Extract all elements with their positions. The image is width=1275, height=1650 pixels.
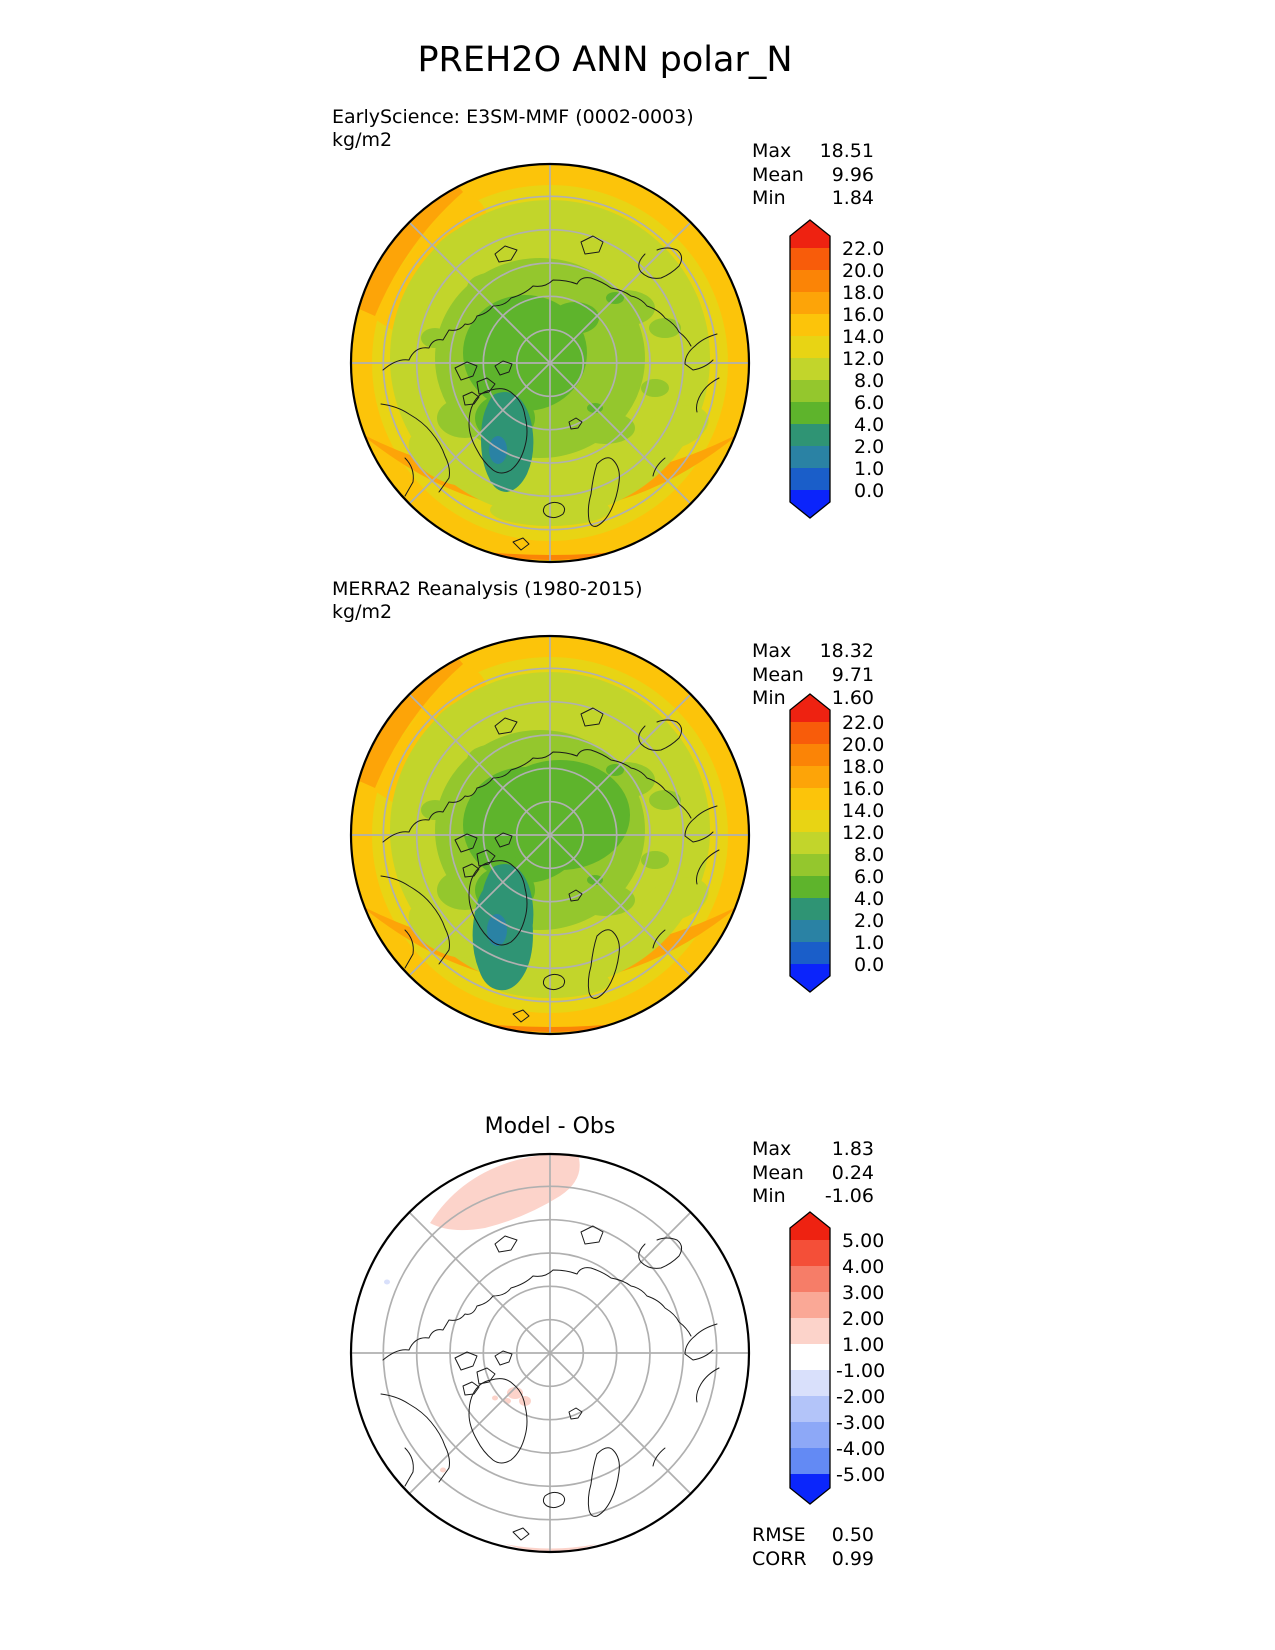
map-border [349,162,751,564]
metric-label: CORR [752,1547,807,1570]
colorbar-diff: 5.00 4.00 3.00 2.00 1.00 -1.00 -2.00 -3.… [789,1211,885,1505]
stat-label: Max [752,640,792,662]
svg-text:22.0: 22.0 [842,712,884,734]
panel-obs-header: MERRA2 Reanalysis (1980-2015) kg/m2 [332,578,643,624]
colorbar-obs: 22.0 20.0 18.0 16.0 14.0 12.0 8.0 6.0 4.… [789,693,884,993]
svg-text:6.0: 6.0 [854,392,884,414]
stats-model: Max 18.51 Mean 9.96 Min 1.84 [752,140,874,211]
metrics-diff: RMSE 0.50 CORR 0.99 [752,1524,874,1571]
stat-label: Mean [752,1161,804,1184]
svg-text:-3.00: -3.00 [836,1412,885,1434]
stat-row: Max 18.51 [752,140,874,164]
stat-label: Mean [752,163,804,186]
stat-label: Min [752,1185,786,1207]
svg-text:2.0: 2.0 [854,436,884,458]
panel-model-header: EarlyScience: E3SM-MMF (0002-0003) kg/m2 [332,106,694,152]
colorbar-tick-labels: 22.0 20.0 18.0 16.0 14.0 12.0 8.0 6.0 4.… [842,712,884,976]
svg-text:20.0: 20.0 [842,734,884,756]
metric-value: 0.99 [831,1547,874,1570]
panel-model-subtitle: EarlyScience: E3SM-MMF (0002-0003) [332,106,694,128]
svg-text:-2.00: -2.00 [836,1386,885,1408]
stat-row: Mean 0.24 [752,1162,874,1186]
polar-map-obs [349,634,751,1036]
svg-text:5.00: 5.00 [842,1230,884,1252]
panel-model-units: kg/m2 [332,129,393,151]
stat-row: Max 18.32 [752,640,874,664]
stat-value: 18.51 [819,140,874,162]
metric-value: 0.50 [831,1524,874,1546]
panel-obs-units: kg/m2 [332,601,393,623]
stat-row: Min -1.06 [752,1185,874,1209]
diff-positive-patch [430,1154,580,1231]
svg-text:1.0: 1.0 [854,458,884,480]
svg-text:4.0: 4.0 [854,414,884,436]
svg-text:16.0: 16.0 [842,304,884,326]
svg-text:12.0: 12.0 [842,822,884,844]
svg-text:8.0: 8.0 [854,844,884,866]
svg-text:22.0: 22.0 [842,238,884,260]
svg-text:14.0: 14.0 [842,800,884,822]
svg-text:4.00: 4.00 [842,1256,884,1278]
stat-value: -1.06 [824,1185,874,1207]
svg-text:-4.00: -4.00 [836,1438,885,1460]
metric-label: RMSE [752,1524,806,1546]
svg-text:1.00: 1.00 [842,1334,884,1356]
metric-row: CORR 0.99 [752,1548,874,1572]
colorbar-tick-labels: 22.0 20.0 18.0 16.0 14.0 12.0 8.0 6.0 4.… [842,238,884,502]
svg-text:0.0: 0.0 [854,954,884,976]
stat-row: Mean 9.96 [752,164,874,188]
stat-label: Min [752,687,786,709]
svg-text:6.0: 6.0 [854,866,884,888]
colorbar-model: 22.0 20.0 18.0 16.0 14.0 12.0 8.0 6.0 4.… [789,219,884,519]
polar-map-diff [349,1152,751,1554]
stat-value: 18.32 [819,640,874,662]
svg-text:16.0: 16.0 [842,778,884,800]
svg-text:18.0: 18.0 [842,756,884,778]
svg-text:8.0: 8.0 [854,370,884,392]
panel-obs-subtitle: MERRA2 Reanalysis (1980-2015) [332,578,643,600]
svg-text:-1.00: -1.00 [836,1360,885,1382]
stat-label: Mean [752,663,804,686]
map-border [349,1152,751,1554]
panel-diff-title: Model - Obs [484,1114,616,1139]
page-title: PREH2O ANN polar_N [417,40,793,80]
svg-text:2.0: 2.0 [854,910,884,932]
stat-value: 0.24 [831,1161,874,1184]
svg-text:-5.00: -5.00 [836,1464,885,1486]
map-border [349,634,751,1036]
svg-text:2.00: 2.00 [842,1308,884,1330]
svg-text:18.0: 18.0 [842,282,884,304]
svg-text:4.0: 4.0 [854,888,884,910]
stat-value: 9.96 [831,163,874,186]
svg-text:0.0: 0.0 [854,480,884,502]
stats-diff: Max 1.83 Mean 0.24 Min -1.06 [752,1138,874,1209]
stat-value: 1.60 [831,687,874,709]
svg-text:14.0: 14.0 [842,326,884,348]
svg-text:20.0: 20.0 [842,260,884,282]
stat-label: Max [752,140,792,162]
metric-row: RMSE 0.50 [752,1524,874,1548]
stats-obs: Max 18.32 Mean 9.71 Min 1.60 [752,640,874,711]
svg-text:1.0: 1.0 [854,932,884,954]
stat-value: 9.71 [831,663,874,686]
stat-label: Max [752,1138,792,1160]
stat-row: Min 1.60 [752,687,874,711]
stat-row: Mean 9.71 [752,664,874,688]
stat-row: Max 1.83 [752,1138,874,1162]
svg-text:12.0: 12.0 [842,348,884,370]
polar-map-model [349,162,751,564]
colorbar-tick-labels: 5.00 4.00 3.00 2.00 1.00 -1.00 -2.00 -3.… [836,1230,885,1486]
stat-row: Min 1.84 [752,187,874,211]
svg-text:3.00: 3.00 [842,1282,884,1304]
stat-label: Min [752,187,786,209]
stat-value: 1.83 [831,1138,874,1160]
stat-value: 1.84 [831,187,874,209]
